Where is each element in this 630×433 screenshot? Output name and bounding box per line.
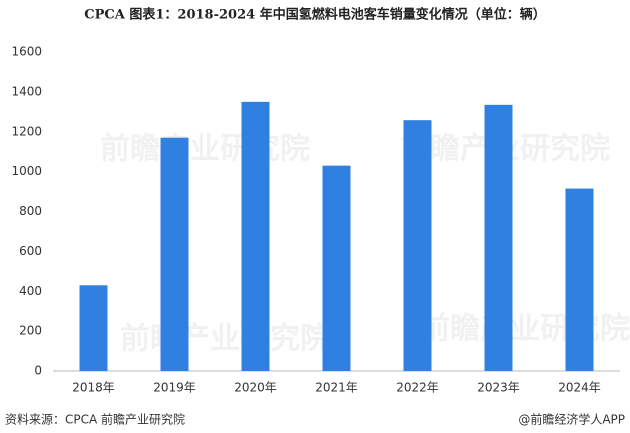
x-tick-label: 2024年 bbox=[558, 381, 601, 395]
x-tick-label: 2020年 bbox=[234, 381, 277, 395]
bar bbox=[403, 120, 432, 371]
bar bbox=[565, 188, 594, 371]
bar bbox=[241, 101, 270, 371]
y-tick-label: 1200 bbox=[11, 124, 42, 138]
watermark: 前瞻产业研究院 bbox=[120, 322, 330, 357]
y-tick-label: 800 bbox=[19, 204, 42, 218]
x-tick-label: 2019年 bbox=[153, 381, 196, 395]
watermark: 前瞻产业研究院 bbox=[100, 132, 310, 167]
y-tick-label: 0 bbox=[34, 364, 42, 378]
x-tick-label: 2023年 bbox=[477, 381, 520, 395]
y-tick-label: 600 bbox=[19, 244, 42, 258]
bar bbox=[79, 285, 108, 371]
watermark: 前瞻产业研究院 bbox=[420, 312, 630, 347]
x-tick-label: 2018年 bbox=[72, 381, 115, 395]
y-tick-label: 1400 bbox=[11, 84, 42, 98]
y-tick-label: 200 bbox=[19, 324, 42, 338]
source: 资料来源：CPCA 前瞻产业研究院 bbox=[5, 412, 185, 427]
credit: @前瞻经济学人APP bbox=[518, 412, 625, 427]
bar bbox=[160, 137, 189, 371]
chart-title: CPCA 图表1：2018-2024 年中国氢燃料电池客车销量变化情况（单位：辆… bbox=[84, 7, 545, 23]
x-tick-label: 2022年 bbox=[396, 381, 439, 395]
bar bbox=[322, 165, 351, 371]
bar bbox=[484, 104, 513, 371]
y-tick-label: 1000 bbox=[11, 164, 42, 178]
x-tick-label: 2021年 bbox=[315, 381, 358, 395]
y-tick-label: 1600 bbox=[11, 45, 42, 59]
y-tick-label: 400 bbox=[19, 284, 42, 298]
